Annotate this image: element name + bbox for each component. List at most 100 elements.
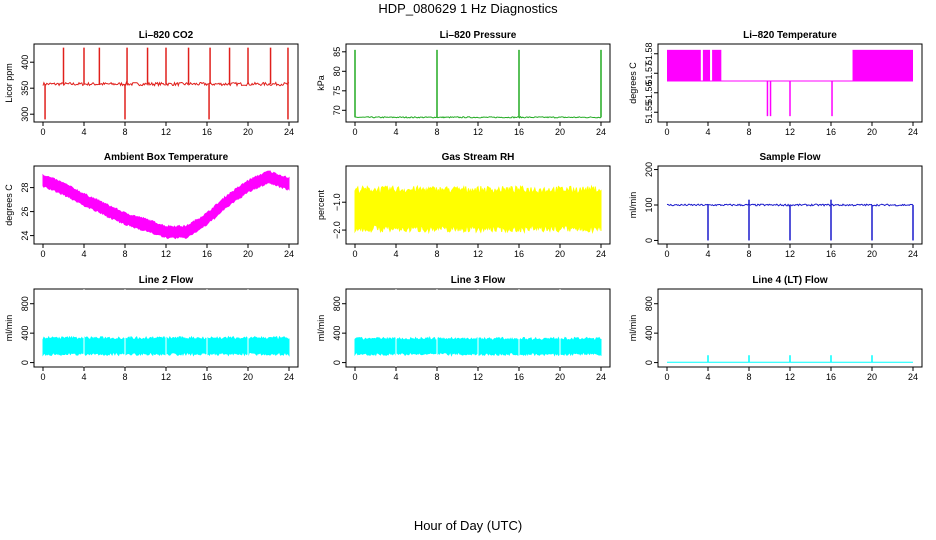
panel-8: Line 3 Flow 0 4 8 12 16 20 24 0 400 800 ml/min [316, 275, 611, 382]
series [42, 289, 290, 367]
x-tick-label: 0 [352, 249, 357, 259]
y-tick-label: 400 [20, 326, 30, 341]
series [354, 184, 602, 235]
x-tick-label: 24 [284, 249, 294, 259]
y-axis-label: ml/min [4, 315, 14, 342]
x-tick-label: 20 [867, 249, 877, 259]
panel-title: Sample Flow [759, 152, 820, 163]
panel-9: Line 4 (LT) Flow 0 4 8 12 16 20 24 0 400 800 ml/min [628, 275, 923, 382]
x-tick-label: 12 [473, 372, 483, 382]
x-tick-label: 0 [664, 127, 669, 137]
y-tick-label: 70 [332, 105, 342, 115]
y-tick-label: 100 [644, 197, 654, 212]
x-tick-label: 24 [908, 127, 918, 137]
y-tick-label: 400 [20, 55, 30, 70]
x-tick-label: 16 [202, 249, 212, 259]
y-axis-label: degrees C [628, 62, 638, 104]
y-axis-label: degrees C [4, 184, 14, 226]
x-tick-label: 4 [705, 127, 710, 137]
y-tick-label: 85 [332, 47, 342, 57]
x-tick-label: 16 [514, 127, 524, 137]
panel-title: Li–820 Pressure [440, 30, 517, 41]
x-tick-label: 8 [434, 372, 439, 382]
series [42, 47, 290, 120]
y-tick-label: 51.58 [644, 42, 654, 65]
x-tick-label: 8 [122, 372, 127, 382]
y-tick-label: 200 [644, 162, 654, 177]
x-tick-label: 24 [596, 372, 606, 382]
series [42, 170, 290, 240]
y-tick-label: −2.0 [332, 221, 342, 239]
y-tick-label: 26 [20, 207, 30, 217]
x-tick-label: 8 [122, 127, 127, 137]
x-tick-label: 8 [122, 249, 127, 259]
x-tick-label: 4 [81, 249, 86, 259]
x-tick-label: 12 [473, 127, 483, 137]
x-tick-label: 4 [81, 127, 86, 137]
x-tick-label: 16 [826, 127, 836, 137]
y-axis-label: kPa [316, 75, 326, 91]
x-tick-label: 12 [785, 372, 795, 382]
y-axis-label: ml/min [628, 315, 638, 342]
y-axis-label: ml/min [316, 315, 326, 342]
panel-4: Ambient Box Temperature 0 4 8 12 16 20 24 24 26 28… [4, 152, 299, 259]
y-tick-label: 24 [20, 231, 30, 241]
panel-5: Gas Stream RH 0 4 8 12 16 20 24 −2.0 −1.0 percent [316, 152, 611, 259]
y-tick-label: 0 [332, 360, 342, 365]
x-tick-label: 16 [514, 372, 524, 382]
y-tick-label: 800 [332, 296, 342, 311]
x-axis-title: Hour of Day (UTC) [413, 518, 523, 533]
x-tick-label: 8 [746, 249, 751, 259]
x-tick-label: 20 [243, 127, 253, 137]
y-tick-label: 350 [20, 81, 30, 96]
panel-2: Li–820 Pressure 0 4 8 12 16 20 24 70 75 80 85 kPa [316, 30, 611, 137]
panel-title: Li–820 Temperature [743, 30, 837, 41]
y-tick-label: 0 [644, 360, 654, 365]
y-tick-label: 300 [20, 107, 30, 122]
x-tick-label: 0 [664, 372, 669, 382]
series-band [42, 170, 290, 240]
y-tick-label: 80 [332, 66, 342, 76]
x-tick-label: 4 [393, 372, 398, 382]
high-block [852, 49, 913, 82]
y-tick-label: 51.55 [644, 101, 654, 124]
panel-title: Line 4 (LT) Flow [752, 275, 828, 286]
x-tick-label: 8 [746, 372, 751, 382]
x-tick-label: 24 [284, 127, 294, 137]
x-tick-label: 4 [393, 127, 398, 137]
x-tick-label: 24 [908, 372, 918, 382]
x-tick-label: 4 [393, 249, 398, 259]
x-tick-label: 8 [434, 127, 439, 137]
y-tick-label: −1.0 [332, 193, 342, 211]
series [667, 355, 913, 363]
x-tick-label: 12 [473, 249, 483, 259]
x-tick-label: 20 [555, 127, 565, 137]
page-title: HDP_080629 1 Hz Diagnostics [378, 1, 558, 16]
x-tick-label: 8 [434, 249, 439, 259]
x-tick-label: 24 [596, 127, 606, 137]
y-tick-label: 0 [644, 238, 654, 243]
panel-title: Gas Stream RH [442, 152, 515, 163]
panel-1: Li–820 CO2 0 4 8 12 16 20 24 300 350 400 Licor ppm [4, 30, 299, 137]
x-tick-label: 0 [40, 249, 45, 259]
y-tick-label: 800 [644, 296, 654, 311]
panel-title: Ambient Box Temperature [104, 152, 229, 163]
panel-7: Line 2 Flow 0 4 8 12 16 20 24 0 400 800 ml/min [4, 275, 299, 382]
x-tick-label: 20 [243, 372, 253, 382]
y-tick-label: 400 [644, 326, 654, 341]
y-axis-label: ml/min [628, 192, 638, 219]
x-tick-label: 20 [867, 372, 877, 382]
series [667, 49, 913, 117]
high-block [712, 49, 722, 82]
panel-title: Line 2 Flow [139, 275, 194, 286]
x-tick-label: 20 [867, 127, 877, 137]
x-tick-label: 20 [243, 249, 253, 259]
x-tick-label: 24 [596, 249, 606, 259]
high-block [702, 49, 711, 82]
plot-frame [345, 43, 611, 123]
x-tick-label: 8 [746, 127, 751, 137]
x-tick-label: 16 [202, 372, 212, 382]
x-tick-label: 12 [161, 249, 171, 259]
